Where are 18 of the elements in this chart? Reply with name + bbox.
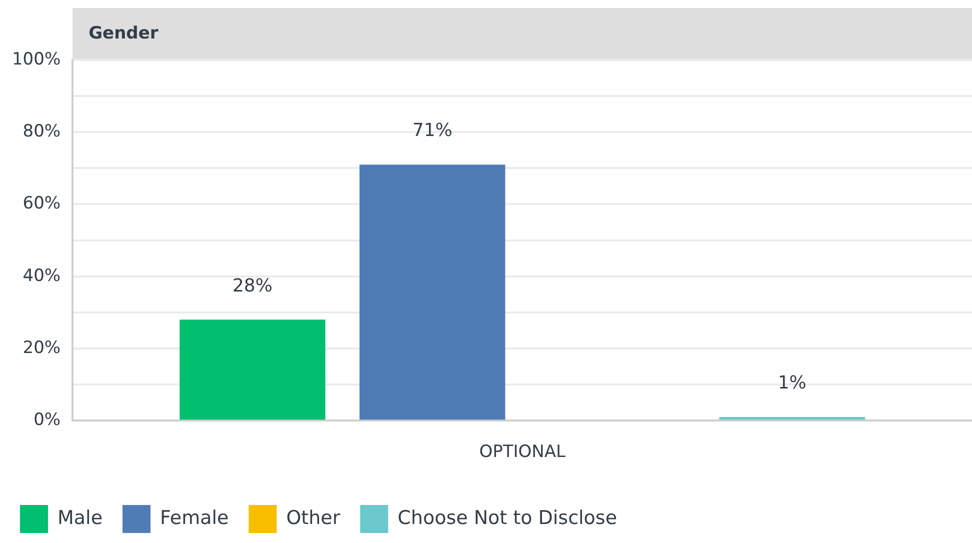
y-tick-label: 80% — [22, 122, 61, 142]
y-tick-label: 60% — [22, 194, 61, 214]
data-label: 71% — [412, 120, 452, 142]
bar — [180, 320, 326, 420]
y-tick-label: 0% — [34, 410, 61, 430]
legend-label: Other — [286, 506, 340, 529]
chart-title: Gender — [88, 23, 159, 44]
y-tick-label: 20% — [22, 338, 61, 358]
legend-label: Male — [58, 506, 103, 529]
y-tick-label: 40% — [22, 266, 61, 286]
legend-label: Choose Not to Disclose — [398, 506, 618, 529]
y-tick-label: 100% — [12, 49, 61, 70]
bar — [719, 416, 865, 420]
data-label: 28% — [232, 275, 272, 296]
bar — [360, 164, 506, 420]
data-label: 1% — [778, 372, 806, 394]
legend-label: Female — [160, 506, 229, 529]
x-tick-label: OPTIONAL — [479, 442, 566, 462]
